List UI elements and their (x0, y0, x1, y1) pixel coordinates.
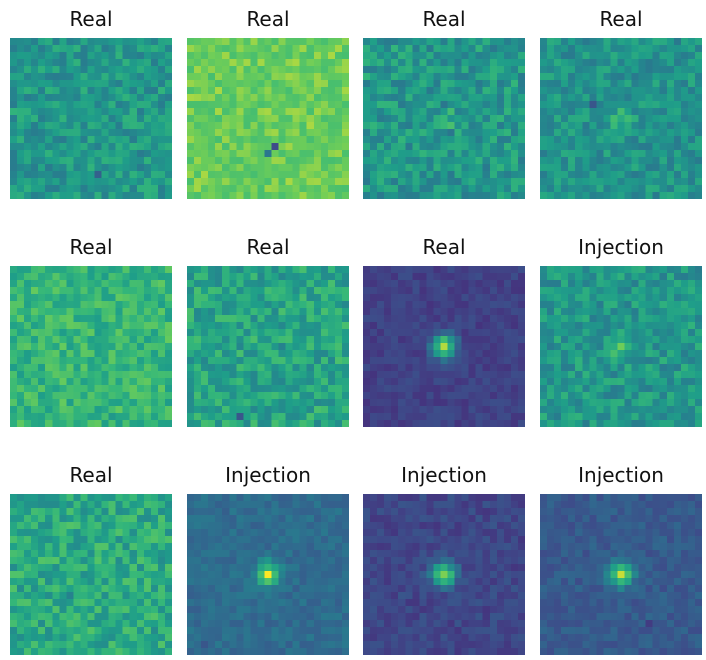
cutout-image (540, 494, 702, 655)
panel-title: Real (599, 7, 643, 31)
panel-title: Injection (225, 463, 311, 487)
cutout-image (363, 494, 525, 655)
panel-title: Real (246, 7, 290, 31)
cutout-image (187, 38, 349, 199)
panel-title: Real (246, 235, 290, 259)
cutout-image (540, 38, 702, 199)
cutout-image (187, 494, 349, 655)
cutout-image (187, 266, 349, 427)
cutout-image (363, 266, 525, 427)
panel-title: Real (69, 463, 113, 487)
cutout-image (10, 494, 172, 655)
panel-title: Real (422, 235, 466, 259)
panel-title: Injection (578, 463, 664, 487)
cutout-image (363, 38, 525, 199)
panel-title: Injection (578, 235, 664, 259)
cutout-image (10, 38, 172, 199)
panel-title: Real (69, 7, 113, 31)
panel-title: Injection (401, 463, 487, 487)
cutout-image (10, 266, 172, 427)
panel-title: Real (69, 235, 113, 259)
panel-title: Real (422, 7, 466, 31)
cutout-image (540, 266, 702, 427)
